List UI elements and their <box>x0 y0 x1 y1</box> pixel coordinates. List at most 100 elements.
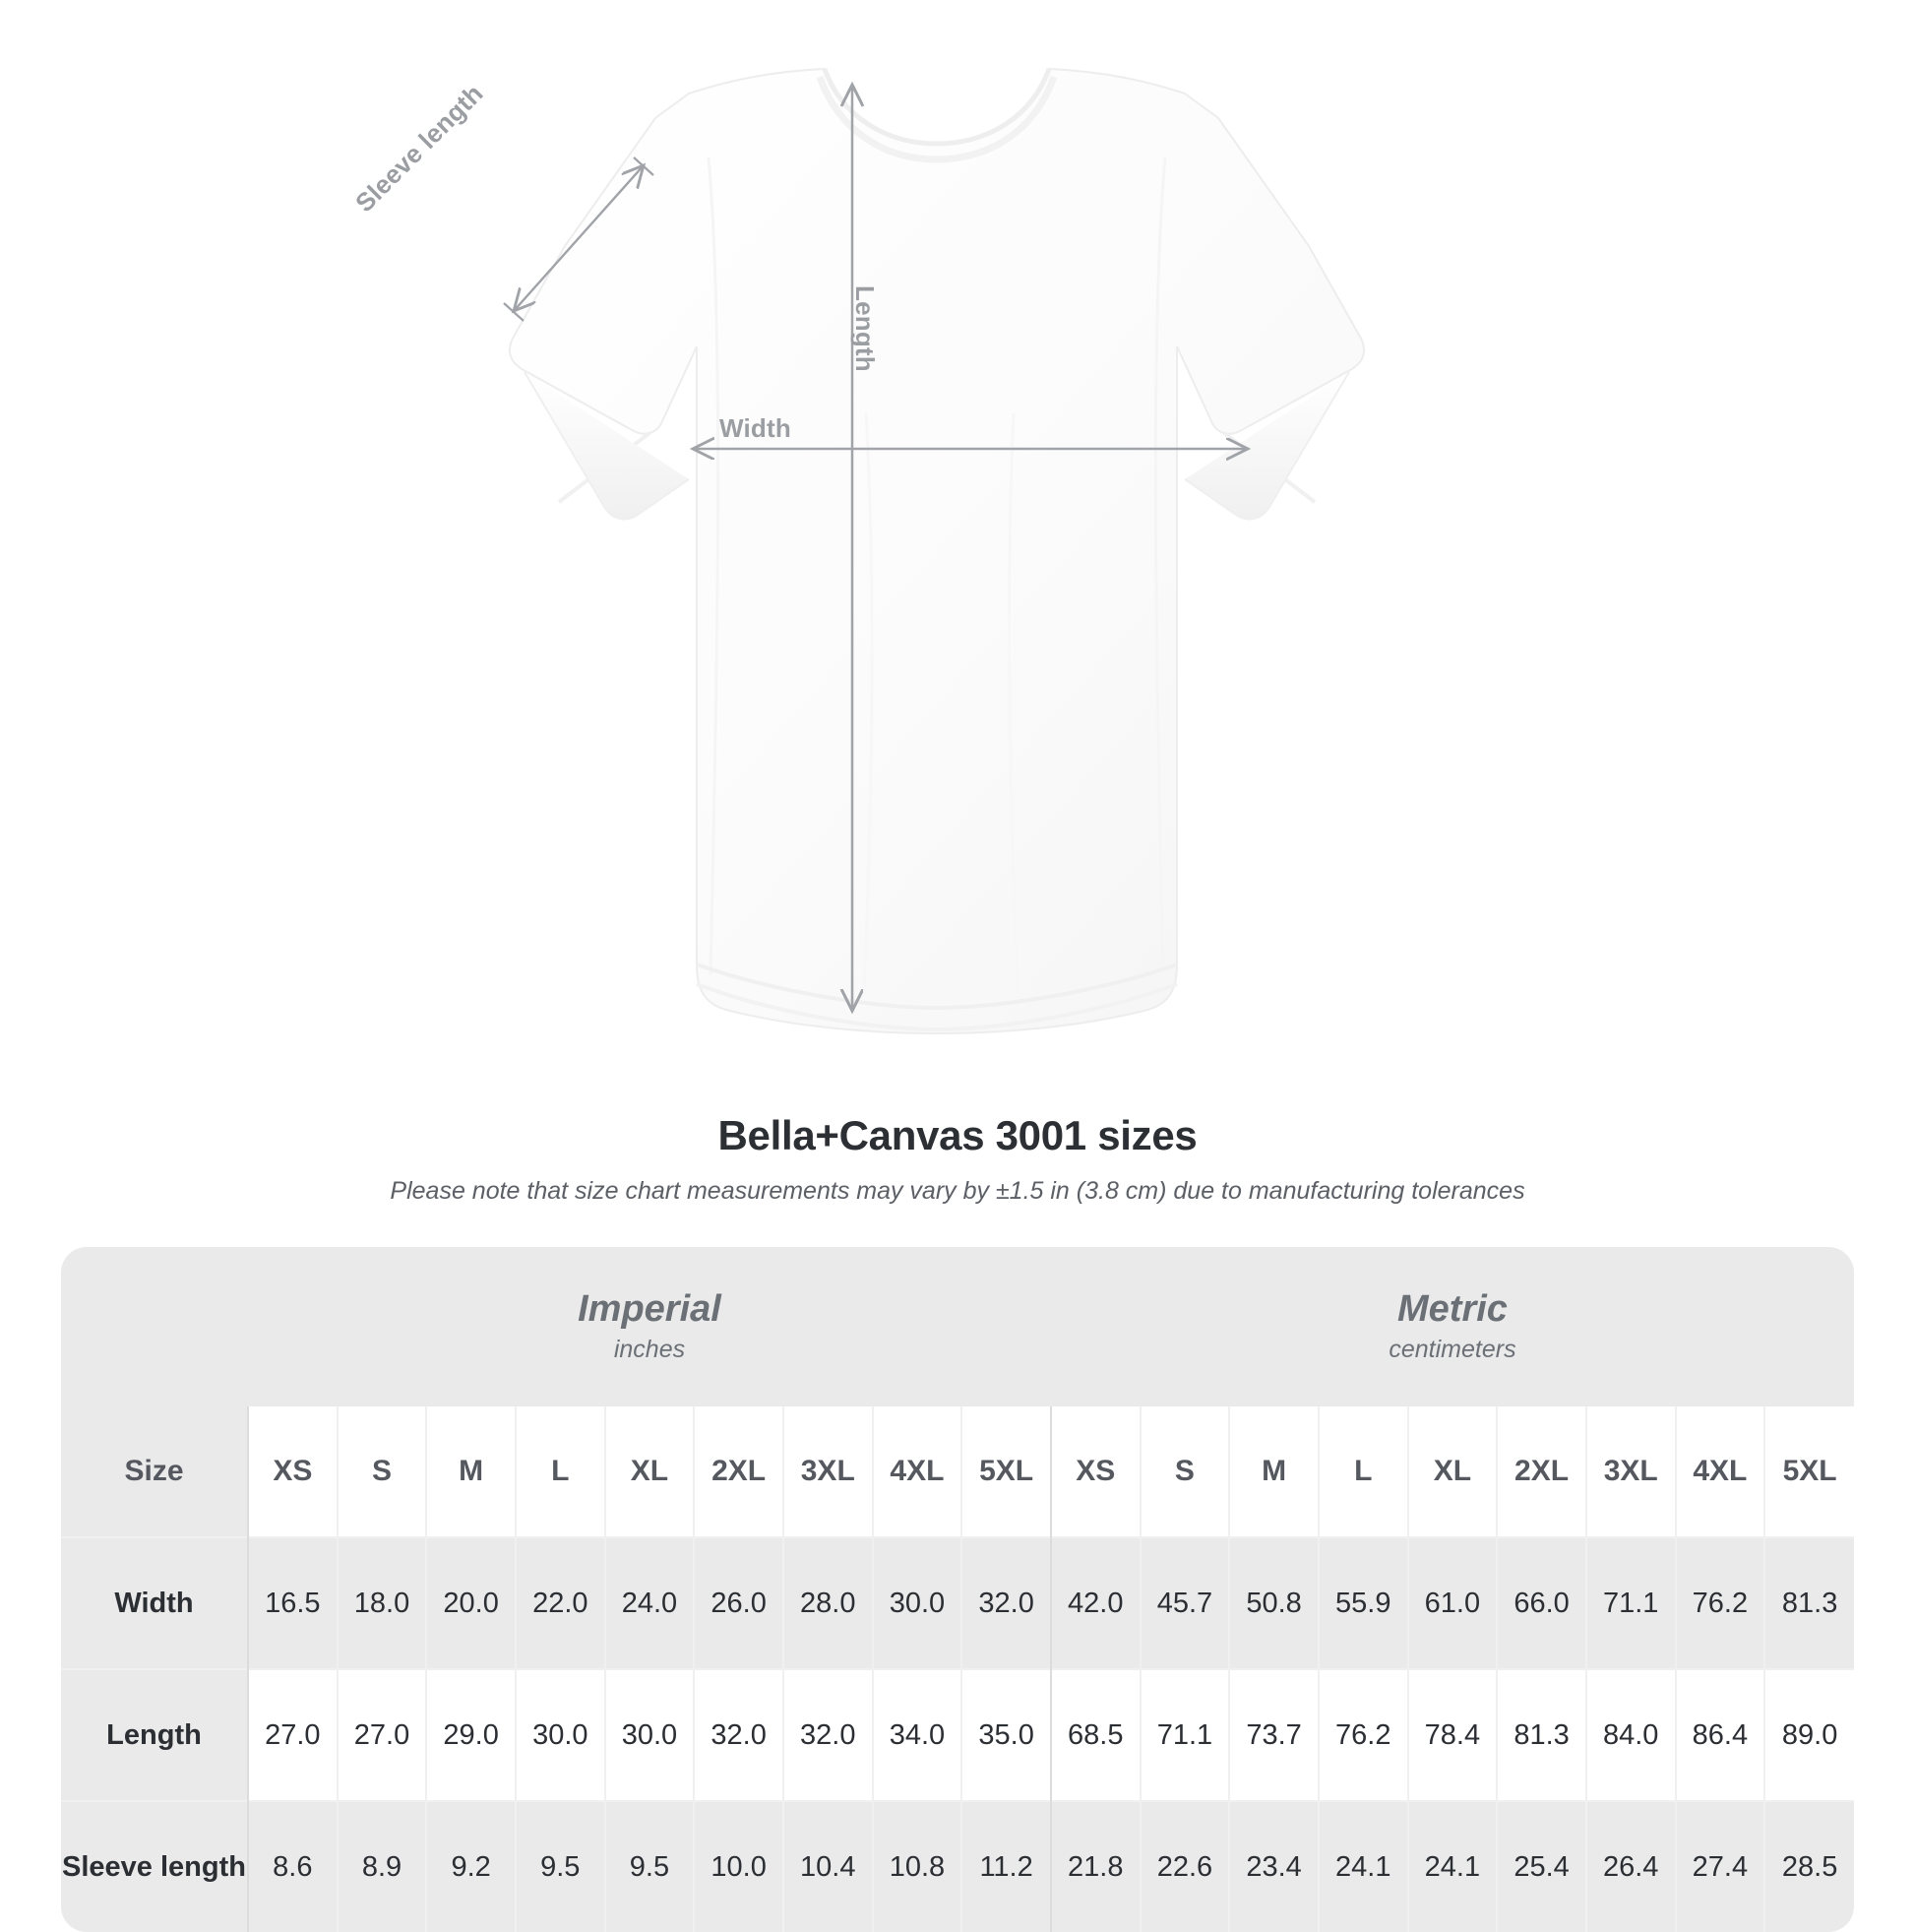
size-header-cell-imperial-5xl: 5XL <box>961 1406 1052 1537</box>
cell-length-metric-xs: 68.5 <box>1050 1668 1142 1801</box>
cell-length-metric-l: 76.2 <box>1318 1668 1409 1801</box>
row-label-width: Width <box>61 1536 249 1669</box>
cell-length-metric-4xl: 86.4 <box>1675 1668 1766 1801</box>
cell-sleeve-length-metric-5xl: 28.5 <box>1764 1800 1854 1932</box>
cell-length-imperial-l: 30.0 <box>515 1668 606 1801</box>
page-title: Bella+Canvas 3001 sizes <box>717 1112 1198 1158</box>
cell-sleeve-length-metric-xl: 24.1 <box>1407 1800 1499 1932</box>
cell-sleeve-length-imperial-xl: 9.5 <box>604 1800 696 1932</box>
cell-length-metric-m: 73.7 <box>1229 1668 1320 1801</box>
size-header-cell-imperial-xl: XL <box>604 1406 696 1537</box>
cell-length-imperial-xs: 27.0 <box>248 1668 339 1801</box>
cell-width-imperial-xs: 16.5 <box>248 1536 339 1669</box>
size-header-cell-metric-3xl: 3XL <box>1585 1406 1677 1537</box>
cell-width-imperial-2xl: 26.0 <box>694 1536 784 1669</box>
cell-length-imperial-m: 29.0 <box>426 1668 517 1801</box>
size-header-cell-metric-l: L <box>1318 1406 1409 1537</box>
tshirt-diagram: Sleeve length Length Width <box>349 67 1366 1035</box>
cell-width-imperial-4xl: 30.0 <box>872 1536 963 1669</box>
cell-sleeve-length-metric-l: 24.1 <box>1318 1800 1409 1932</box>
size-header-cell-metric-m: M <box>1229 1406 1320 1537</box>
cell-width-imperial-m: 20.0 <box>426 1536 517 1669</box>
size-header-label: Size <box>61 1406 249 1537</box>
cell-width-imperial-s: 18.0 <box>337 1536 428 1669</box>
cell-length-imperial-xl: 30.0 <box>604 1668 696 1801</box>
size-header-cell-imperial-2xl: 2XL <box>694 1406 784 1537</box>
cell-sleeve-length-imperial-xs: 8.6 <box>248 1800 339 1932</box>
cell-width-metric-4xl: 76.2 <box>1675 1536 1766 1669</box>
size-header-cell-imperial-3xl: 3XL <box>782 1406 874 1537</box>
cell-sleeve-length-imperial-4xl: 10.8 <box>872 1800 963 1932</box>
cell-sleeve-length-metric-3xl: 26.4 <box>1585 1800 1677 1932</box>
size-header-cell-metric-xs: XS <box>1050 1406 1142 1537</box>
row-label-sleeve-length: Sleeve length <box>61 1800 249 1932</box>
size-header-cell-metric-2xl: 2XL <box>1497 1406 1587 1537</box>
cell-sleeve-length-imperial-l: 9.5 <box>515 1800 606 1932</box>
cell-length-imperial-2xl: 32.0 <box>694 1668 784 1801</box>
size-chart-table: Imperial inches Metric centimeters Size XS S M L… <box>61 1247 1854 1932</box>
dimension-lines <box>503 85 1248 1011</box>
cell-width-metric-l: 55.9 <box>1318 1536 1409 1669</box>
cell-width-metric-xl: 61.0 <box>1407 1536 1499 1669</box>
cell-length-metric-5xl: 89.0 <box>1764 1668 1854 1801</box>
cell-width-metric-s: 45.7 <box>1140 1536 1231 1669</box>
unit-block-imperial: Imperial inches <box>248 1247 1051 1406</box>
size-header-cell-metric-4xl: 4XL <box>1675 1406 1766 1537</box>
size-header-cell-imperial-xs: XS <box>248 1406 339 1537</box>
cell-sleeve-length-imperial-3xl: 10.4 <box>782 1800 874 1932</box>
cell-length-imperial-4xl: 34.0 <box>872 1668 963 1801</box>
cell-length-metric-3xl: 84.0 <box>1585 1668 1677 1801</box>
cell-sleeve-length-imperial-5xl: 11.2 <box>961 1800 1052 1932</box>
length-label: Length <box>850 285 880 372</box>
cell-width-metric-5xl: 81.3 <box>1764 1536 1854 1669</box>
sleeve-tick-bottom <box>503 302 525 322</box>
tshirt-illustration <box>503 67 1366 1035</box>
unit-header-corner <box>61 1247 248 1406</box>
row-label-length: Length <box>61 1668 249 1801</box>
size-header-cell-imperial-s: S <box>337 1406 428 1537</box>
cell-width-metric-3xl: 71.1 <box>1585 1536 1677 1669</box>
page-subtitle: Please note that size chart measurements… <box>390 1177 1525 1205</box>
unit-block-name: Imperial <box>578 1288 721 1331</box>
cell-sleeve-length-imperial-m: 9.2 <box>426 1800 517 1932</box>
unit-block-name: Metric <box>1397 1288 1508 1331</box>
cell-sleeve-length-metric-s: 22.6 <box>1140 1800 1231 1932</box>
cell-sleeve-length-metric-xs: 21.8 <box>1050 1800 1142 1932</box>
cell-sleeve-length-imperial-s: 8.9 <box>337 1800 428 1932</box>
unit-block-sub: centimeters <box>1389 1336 1516 1364</box>
width-label: Width <box>719 413 791 443</box>
unit-block-metric: Metric centimeters <box>1050 1247 1854 1406</box>
size-chart-table-wrapper: Imperial inches Metric centimeters Size XS S M L… <box>61 1247 1854 1932</box>
size-header-cell-metric-s: S <box>1140 1406 1231 1537</box>
cell-width-metric-xs: 42.0 <box>1050 1536 1142 1669</box>
cell-width-metric-2xl: 66.0 <box>1497 1536 1587 1669</box>
size-header-row: Size XS S M L XL 2XL 3XL 4XL 5XL XS S M L XL 2XL 3XL 4XL 5… <box>61 1406 1854 1537</box>
cell-length-metric-2xl: 81.3 <box>1497 1668 1587 1801</box>
cell-sleeve-length-metric-m: 23.4 <box>1229 1800 1320 1932</box>
sleeve-tick-top <box>633 156 654 176</box>
cell-sleeve-length-metric-4xl: 27.4 <box>1675 1800 1766 1932</box>
cell-length-imperial-s: 27.0 <box>337 1668 428 1801</box>
size-header-cell-imperial-4xl: 4XL <box>872 1406 963 1537</box>
tshirt-body-shape <box>508 67 1366 1035</box>
cell-length-metric-s: 71.1 <box>1140 1668 1231 1801</box>
unit-block-sub: inches <box>613 1336 686 1364</box>
size-header-cell-imperial-l: L <box>515 1406 606 1537</box>
table-row: Width 16.5 18.0 20.0 22.0 24.0 26.0 28.0 30.0 32.… <box>61 1536 1854 1669</box>
cell-width-imperial-5xl: 32.0 <box>961 1536 1052 1669</box>
size-header-cell-metric-xl: XL <box>1407 1406 1499 1537</box>
cell-width-imperial-l: 22.0 <box>515 1536 606 1669</box>
cell-width-imperial-3xl: 28.0 <box>782 1536 874 1669</box>
cell-length-imperial-5xl: 35.0 <box>961 1668 1052 1801</box>
cell-width-metric-m: 50.8 <box>1229 1536 1320 1669</box>
chart-heading: Bella+Canvas 3001 sizes Please note that… <box>0 1102 1915 1206</box>
cell-length-imperial-3xl: 32.0 <box>782 1668 874 1801</box>
cell-sleeve-length-imperial-2xl: 10.0 <box>694 1800 784 1932</box>
table-row: Length 27.0 27.0 29.0 30.0 30.0 32.0 32.0 34.0 35… <box>61 1668 1854 1801</box>
cell-sleeve-length-metric-2xl: 25.4 <box>1497 1800 1587 1932</box>
size-header-cell-imperial-m: M <box>426 1406 517 1537</box>
table-row: Sleeve length 8.6 8.9 9.2 9.5 9.5 10.0 10.4 10.8… <box>61 1800 1854 1932</box>
cell-width-imperial-xl: 24.0 <box>604 1536 696 1669</box>
size-header-cell-metric-5xl: 5XL <box>1764 1406 1854 1537</box>
cell-length-metric-xl: 78.4 <box>1407 1668 1499 1801</box>
